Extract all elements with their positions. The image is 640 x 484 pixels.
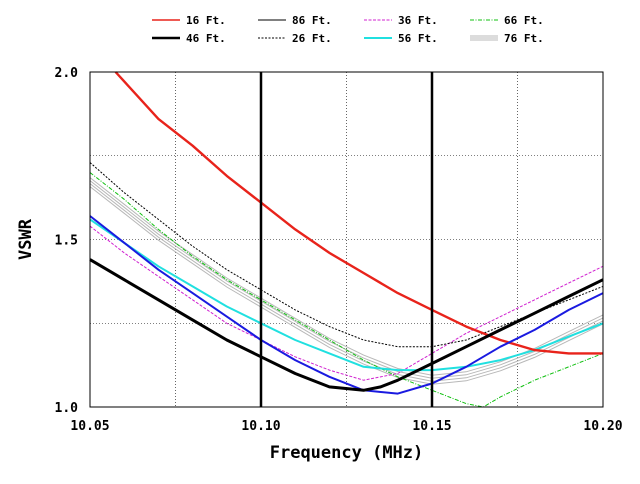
series-lines: [89, 71, 604, 408]
legend-label: 56 Ft.: [398, 32, 438, 45]
x-tick-label: 10.20: [583, 419, 622, 434]
x-axis-title: Frequency (MHz): [270, 443, 424, 463]
legend-label: 46 Ft.: [186, 32, 226, 45]
y-tick-label: 1.0: [55, 401, 79, 416]
x-tick-label: 10.05: [70, 419, 109, 434]
legend: 16 Ft. 86 Ft. 36 Ft. 66 Ft. 46 Ft. 26 Ft. 56 F…: [152, 14, 544, 45]
series-line-16-ft: [114, 71, 603, 355]
plot-frame: [89, 71, 604, 408]
legend-label: 86 Ft.: [292, 14, 332, 27]
series-line-56-ft: [89, 218, 604, 372]
legend-label: 66 Ft.: [504, 14, 544, 27]
y-axis-title: VSWR: [16, 218, 36, 260]
y-tick-label: 1.5: [55, 234, 78, 249]
series-line-26-ft: [89, 162, 604, 348]
series-line-unlabeled: [89, 215, 604, 395]
series-line-66-ft: [89, 172, 604, 408]
legend-label: 26 Ft.: [292, 32, 332, 45]
series-line-36-ft: [89, 225, 604, 381]
series-line-46-ft: [89, 258, 604, 392]
x-tick-label: 10.15: [412, 419, 451, 434]
x-tick-label: 10.10: [241, 419, 280, 434]
legend-label: 16 Ft.: [186, 14, 226, 27]
legend-label: 36 Ft.: [398, 14, 438, 27]
series-line-76-ft: [89, 186, 604, 385]
series-line-76-ft: [89, 183, 604, 382]
tick-labels: 10.05 10.10 10.15 10.20 1.0 1.5 2.0: [55, 66, 623, 434]
legend-label: 76 Ft.: [504, 32, 544, 45]
y-tick-label: 2.0: [55, 66, 79, 81]
frequency-markers: [259, 72, 434, 407]
